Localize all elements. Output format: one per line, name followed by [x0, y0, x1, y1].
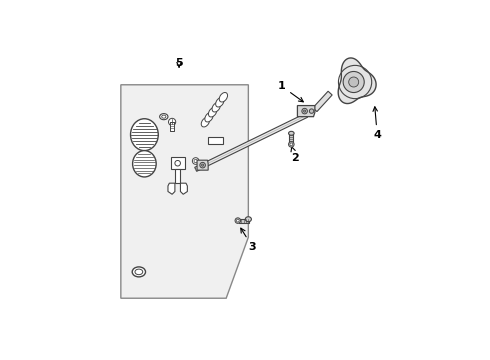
- Ellipse shape: [212, 103, 220, 112]
- Polygon shape: [180, 183, 187, 194]
- Polygon shape: [195, 113, 308, 171]
- Circle shape: [237, 219, 239, 222]
- Circle shape: [235, 218, 241, 223]
- Text: 3: 3: [241, 228, 256, 252]
- Circle shape: [343, 72, 364, 93]
- Ellipse shape: [162, 115, 166, 118]
- Ellipse shape: [205, 112, 213, 122]
- FancyBboxPatch shape: [175, 169, 180, 183]
- Circle shape: [302, 108, 307, 114]
- Polygon shape: [297, 105, 315, 117]
- FancyBboxPatch shape: [208, 136, 223, 144]
- Ellipse shape: [160, 114, 168, 120]
- Ellipse shape: [201, 117, 210, 127]
- FancyBboxPatch shape: [171, 157, 185, 169]
- Circle shape: [309, 109, 314, 113]
- Text: 5: 5: [175, 58, 183, 68]
- Polygon shape: [121, 85, 248, 298]
- Circle shape: [200, 162, 205, 168]
- Polygon shape: [338, 58, 376, 104]
- Ellipse shape: [216, 98, 224, 107]
- Polygon shape: [168, 183, 175, 194]
- Ellipse shape: [135, 269, 143, 275]
- Ellipse shape: [208, 108, 217, 117]
- Text: 2: 2: [291, 147, 299, 163]
- Ellipse shape: [132, 267, 146, 277]
- Text: 4: 4: [373, 107, 381, 140]
- Polygon shape: [197, 160, 208, 170]
- Circle shape: [175, 161, 180, 166]
- Ellipse shape: [289, 131, 294, 135]
- FancyBboxPatch shape: [290, 133, 293, 144]
- Circle shape: [349, 77, 359, 87]
- Circle shape: [194, 159, 197, 163]
- Ellipse shape: [133, 150, 156, 177]
- FancyBboxPatch shape: [170, 122, 174, 131]
- Polygon shape: [313, 91, 332, 112]
- Ellipse shape: [219, 93, 227, 102]
- Circle shape: [193, 158, 199, 164]
- Circle shape: [289, 141, 294, 147]
- Circle shape: [201, 164, 204, 166]
- Circle shape: [169, 118, 176, 126]
- Text: 1: 1: [278, 81, 303, 102]
- FancyBboxPatch shape: [239, 219, 249, 222]
- Circle shape: [303, 110, 306, 112]
- Ellipse shape: [245, 217, 251, 222]
- Ellipse shape: [130, 119, 158, 150]
- Circle shape: [290, 143, 293, 146]
